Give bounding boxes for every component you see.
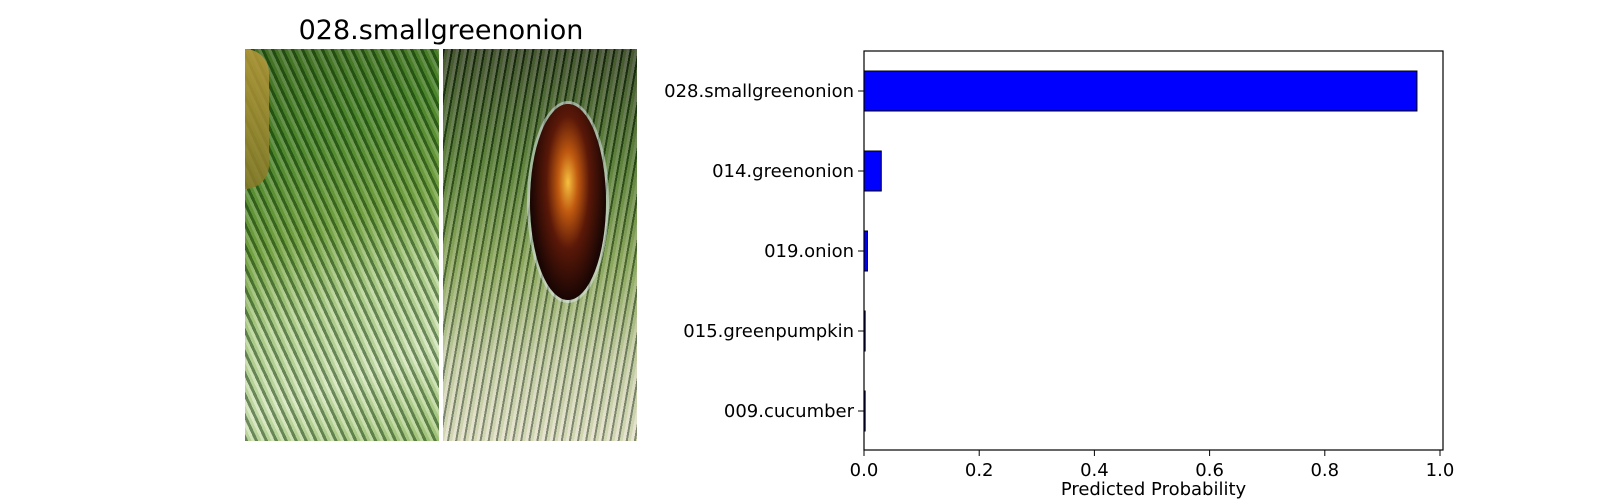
bars-layer xyxy=(863,70,1418,432)
y-tick-label: 009.cucumber xyxy=(724,401,855,422)
bar-028.smallgreenonion xyxy=(863,70,1418,112)
x-tick-label: 0.6 xyxy=(1195,460,1224,481)
x-tick-label: 0.8 xyxy=(1310,460,1339,481)
y-tick-label: 028.smallgreenonion xyxy=(664,81,854,102)
x-tick-label: 0.4 xyxy=(1080,460,1109,481)
green-onion-with-insect-photo xyxy=(443,49,637,441)
x-tick-label: 1.0 xyxy=(1426,460,1455,481)
x-axis-label: Predicted Probability xyxy=(1061,479,1247,500)
green-onion-photo xyxy=(245,49,439,441)
x-tick-label: 0.2 xyxy=(965,460,994,481)
bar-014.greenonion xyxy=(863,150,882,192)
y-ticks: 028.smallgreenonion 014.greenonion 019.oni… xyxy=(664,81,864,422)
image-title: 028.smallgreenonion xyxy=(298,15,584,46)
x-ticks: 0.0 0.2 0.4 0.6 0.8 1.0 xyxy=(850,450,1455,481)
y-tick-label: 014.greenonion xyxy=(712,161,854,182)
y-tick-label: 019.onion xyxy=(764,241,854,262)
x-tick-label: 0.0 xyxy=(850,460,879,481)
insect-shape xyxy=(530,104,606,300)
y-tick-label: 015.greenpumpkin xyxy=(683,321,854,342)
